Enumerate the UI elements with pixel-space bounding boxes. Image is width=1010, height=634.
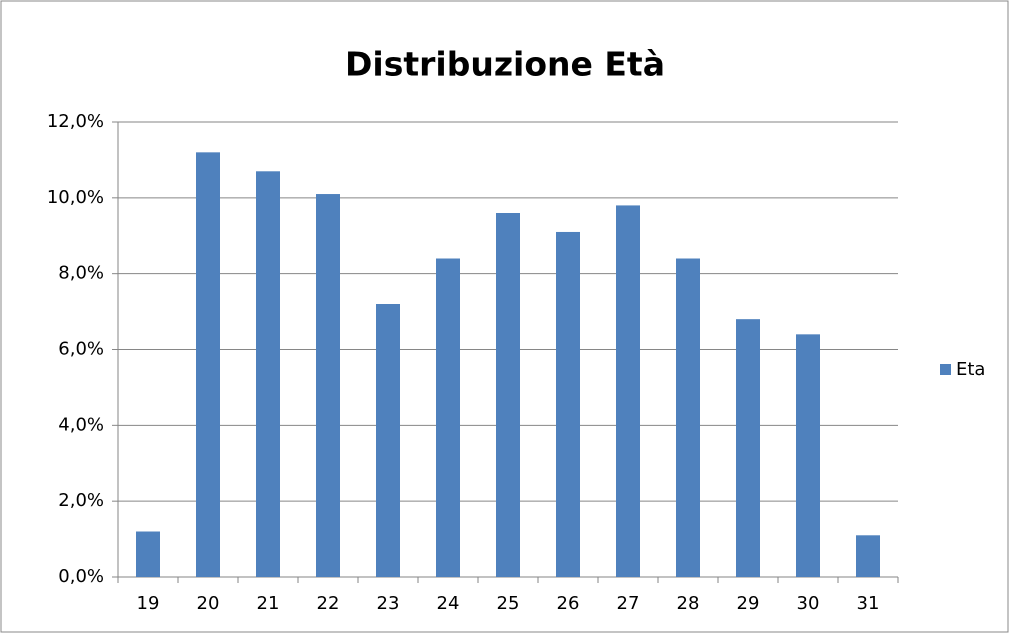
bar (436, 258, 460, 577)
y-tick-label: 10,0% (47, 187, 104, 208)
bar (736, 319, 760, 577)
chart-title: Distribuzione Età (345, 45, 665, 84)
bar (136, 531, 160, 577)
bar (796, 334, 820, 577)
bar (496, 213, 520, 577)
y-tick-label: 2,0% (58, 490, 104, 511)
bar (316, 194, 340, 577)
x-tick-label: 26 (557, 593, 580, 614)
y-tick-label: 0,0% (58, 566, 104, 587)
bar (556, 231, 580, 578)
y-tick-label: 4,0% (58, 414, 104, 435)
bar (256, 171, 280, 577)
x-tick-label: 28 (677, 593, 700, 614)
x-tick-label: 25 (497, 593, 520, 614)
y-tick-label: 8,0% (58, 263, 104, 284)
x-tick-label: 29 (737, 593, 760, 614)
x-tick-label: 21 (257, 593, 280, 614)
bar (676, 258, 700, 577)
bar (196, 152, 220, 578)
x-tick-label: 30 (797, 593, 820, 614)
bar (856, 535, 880, 577)
x-tick-label: 19 (137, 593, 160, 614)
x-tick-label: 22 (317, 593, 340, 614)
x-tick-label: 31 (857, 593, 880, 614)
x-tick-label: 23 (377, 593, 400, 614)
x-tick-label: 24 (437, 593, 460, 614)
y-tick-label: 6,0% (58, 339, 104, 360)
y-tick-label: 12,0% (47, 111, 104, 132)
legend-swatch (940, 364, 951, 375)
bar (616, 205, 640, 577)
legend-label: Eta (956, 359, 985, 380)
bar (376, 304, 400, 577)
x-tick-label: 27 (617, 593, 640, 614)
x-tick-label: 20 (197, 593, 220, 614)
